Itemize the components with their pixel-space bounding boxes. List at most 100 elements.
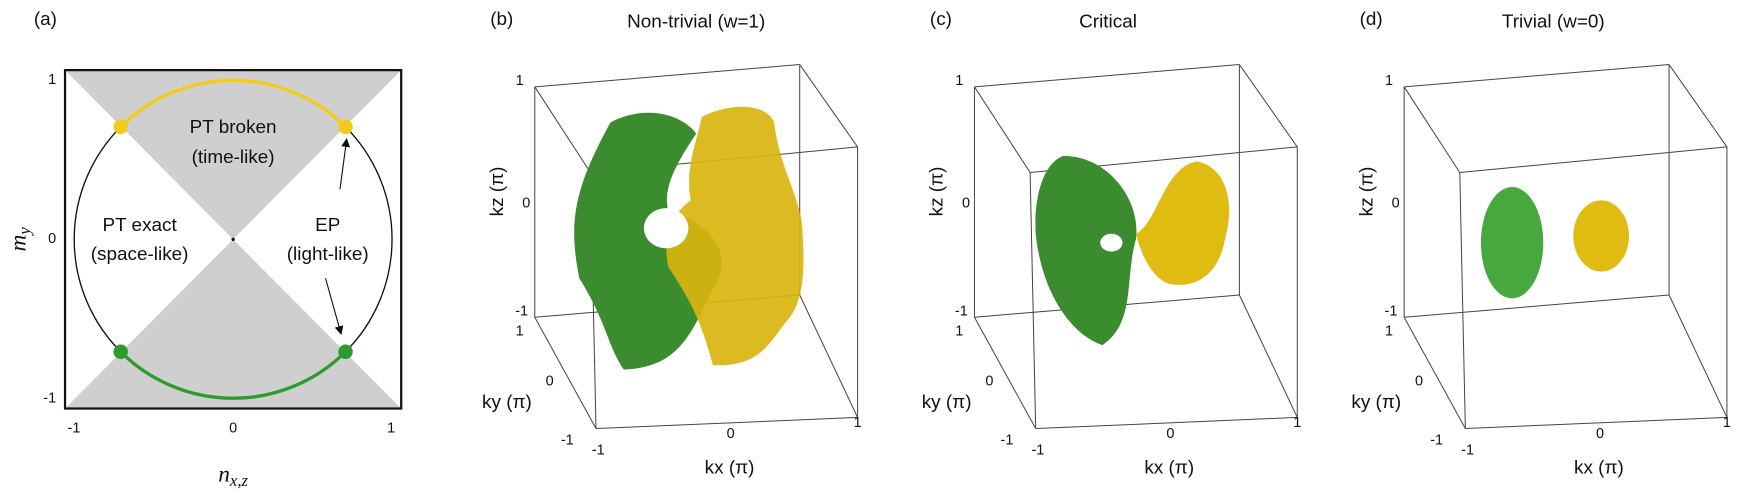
kz-axis-label: kz (π) xyxy=(927,167,948,217)
region-name: PT broken xyxy=(190,117,277,138)
isosurface xyxy=(666,106,804,366)
panel-label: (a) xyxy=(34,9,57,30)
green-arc xyxy=(119,350,347,400)
ky-tick-label: 0 xyxy=(985,374,993,390)
symbol: n xyxy=(218,462,230,488)
panel-title: Trivial (w=0) xyxy=(1502,11,1605,32)
origin xyxy=(231,237,235,241)
ky-tick-label: 1 xyxy=(516,324,524,340)
cube-edge xyxy=(1404,294,1670,318)
kz-tick-label: 1 xyxy=(1385,73,1393,89)
arrow xyxy=(324,278,344,336)
cube-edge xyxy=(1029,172,1037,429)
cube-edge xyxy=(1403,86,1461,173)
isosurface xyxy=(574,112,722,370)
ky-axis-label: ky (π) xyxy=(1351,392,1401,413)
cube-edge xyxy=(595,416,858,430)
kx-axis-label: kx (π) xyxy=(1574,458,1624,479)
ky-tick-label: 0 xyxy=(1415,374,1423,390)
panel-3d: (d) Trivial (w=0) 1 0 -1 1 0 -1 -1 0 1 kz (π) ky (π)… xyxy=(1351,9,1731,479)
region-name: PT exact xyxy=(102,215,177,236)
y-tick-label: 0 xyxy=(48,231,56,247)
ky-tick-label: -1 xyxy=(561,433,574,449)
cube-edge xyxy=(974,316,1037,429)
kx-tick-label: -1 xyxy=(1031,443,1044,459)
cube-edge xyxy=(1404,64,1670,88)
x-tick-label: 1 xyxy=(387,420,395,436)
region-name: EP xyxy=(315,215,340,236)
panel-label: (d) xyxy=(1360,9,1383,30)
time-like-region xyxy=(65,70,402,240)
x-axis-label: nx,z xyxy=(218,462,248,490)
cube-edge xyxy=(1035,416,1298,430)
y-tick-label: 1 xyxy=(48,72,56,88)
region-note: (time-like) xyxy=(192,147,275,168)
cube-edge xyxy=(534,64,800,88)
ky-tick-label: 1 xyxy=(955,324,963,340)
kz-tick-label: 0 xyxy=(962,196,970,212)
cube-edge xyxy=(1238,64,1298,148)
kz-axis-label: kz (π) xyxy=(1356,167,1377,217)
exceptional-point xyxy=(338,119,353,135)
x-tick-label: 0 xyxy=(229,420,237,436)
isosurface xyxy=(1573,200,1629,272)
ky-tick-label: -1 xyxy=(1430,433,1443,449)
ky-tick-label: -1 xyxy=(1001,433,1014,449)
ky-axis-label: ky (π) xyxy=(922,392,972,413)
panel-title: Non-trivial (w=1) xyxy=(627,11,765,32)
panel-title: Critical xyxy=(1079,11,1137,32)
isosurface xyxy=(1035,155,1137,346)
cube-edge xyxy=(534,316,597,429)
symbol: m xyxy=(6,235,32,252)
kx-tick-label: 1 xyxy=(1293,415,1301,431)
cube-edge xyxy=(974,64,1240,88)
region-note: (space-like) xyxy=(91,244,189,265)
kz-axis-label: kz (π) xyxy=(487,167,508,217)
kx-tick-label: 0 xyxy=(1166,426,1174,442)
y-axis-label: my xyxy=(6,227,34,252)
subscript: x,z xyxy=(229,471,249,490)
time-like-region xyxy=(65,239,402,409)
cube-edge xyxy=(1459,172,1466,429)
kz-tick-label: 1 xyxy=(955,73,963,89)
panel-3d: (b) Non-trivial (w=1) 1 0 -1 1 0 -1 -1 0 1 kz (π) ky… xyxy=(482,9,862,479)
kz-tick-label: -1 xyxy=(1385,304,1398,320)
plot-frame xyxy=(63,69,403,410)
kz-tick-label: 1 xyxy=(516,73,524,89)
region-note: (light-like) xyxy=(287,244,369,265)
panel-label: (c) xyxy=(930,9,952,30)
panel-a: (a) xyxy=(34,9,403,410)
ky-tick-label: 0 xyxy=(546,374,554,390)
kx-axis-label: kx (π) xyxy=(1144,458,1194,479)
kz-tick-label: -1 xyxy=(515,304,528,320)
cube-edge xyxy=(799,294,859,418)
ky-tick-label: 1 xyxy=(1385,324,1393,340)
isosurface xyxy=(1480,187,1544,299)
kx-axis-label: kx (π) xyxy=(705,458,755,479)
isosurface xyxy=(643,208,689,249)
circle-arc xyxy=(73,126,122,353)
panel-label: (b) xyxy=(490,9,513,30)
x-tick-label: -1 xyxy=(68,420,81,436)
cube-edge xyxy=(1465,416,1727,430)
cube-edge xyxy=(1668,64,1728,148)
ky-axis-label: ky (π) xyxy=(482,392,532,413)
cube-edge xyxy=(1238,294,1298,418)
kx-tick-label: 0 xyxy=(727,426,735,442)
cube-edge xyxy=(799,64,858,148)
kx-tick-label: -1 xyxy=(1461,443,1474,459)
cube-edge xyxy=(1459,146,1727,174)
panel-3d: (c) Critical 1 0 -1 1 0 -1 -1 0 1 kz (π) ky (π) kx (π… xyxy=(922,9,1302,479)
circle-arc xyxy=(345,126,393,353)
cube-edge xyxy=(974,86,1031,173)
subscript: y xyxy=(15,227,34,237)
yellow-arc xyxy=(119,78,347,129)
y-tick-label: -1 xyxy=(43,390,56,406)
kz-tick-label: 0 xyxy=(1392,196,1400,212)
kx-tick-label: -1 xyxy=(592,443,605,459)
cube-edge xyxy=(1403,316,1466,429)
cube-edge xyxy=(1668,294,1728,418)
kx-tick-label: 1 xyxy=(854,415,862,431)
